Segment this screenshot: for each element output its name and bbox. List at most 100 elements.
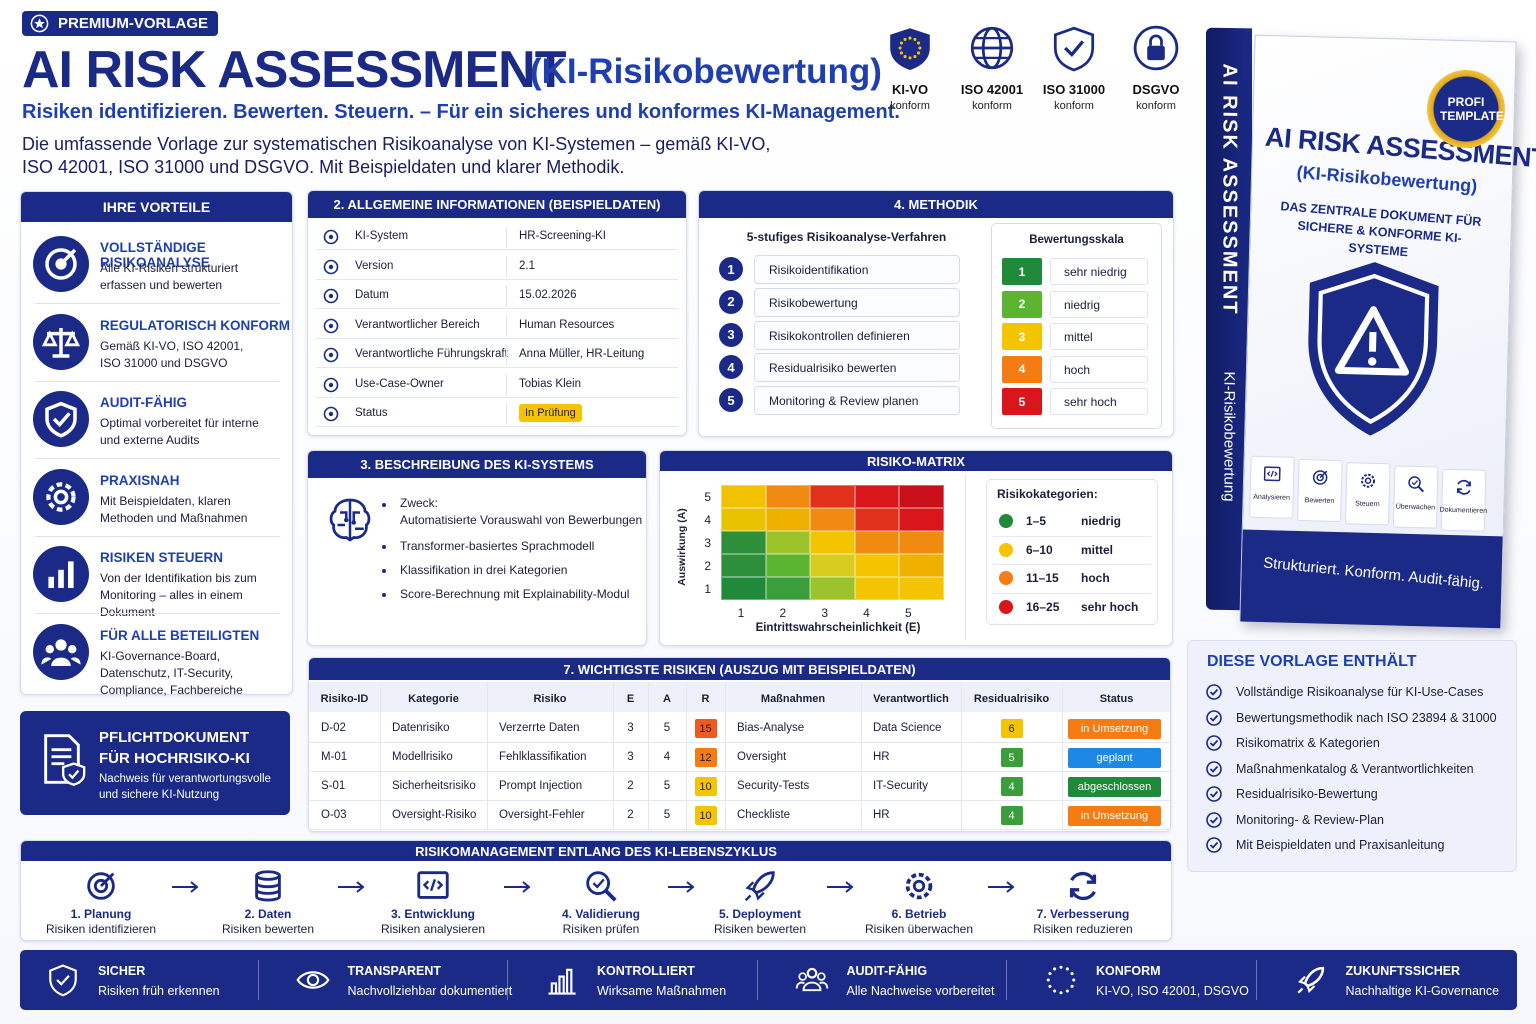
icon [33, 313, 89, 370]
lifecycle-title: 7. Verbesserung [1036, 907, 1130, 921]
matrix-cell [854, 508, 899, 531]
lifecycle-title: 1. Planung [70, 907, 132, 921]
icon-part [1312, 470, 1328, 485]
title: AI RISK ASSESSMENT [22, 41, 566, 99]
icon-part [33, 391, 89, 447]
footer-icon [49, 964, 77, 997]
icon-part [751, 871, 775, 895]
icon-part [797, 972, 807, 981]
icon [323, 229, 339, 245]
footer-title: SICHER [98, 964, 146, 978]
icon-part [59, 248, 77, 266]
icon-part [1316, 473, 1324, 482]
table-cell: O-03 [321, 809, 347, 821]
book-icon-label: Analysieren [1253, 493, 1290, 502]
row [316, 224, 678, 250]
category-label: hoch [1081, 571, 1110, 585]
table-cell: 5 [663, 809, 671, 821]
icon-part [1059, 965, 1063, 969]
category-dot [999, 542, 1013, 557]
x-tick-label: 2 [779, 606, 787, 620]
icon-part [306, 973, 319, 987]
table-cell: Oversight [737, 751, 787, 763]
icon-part [1209, 841, 1219, 849]
advantage-title: PRAXISNAH [100, 472, 180, 488]
table-cell: HR [873, 751, 890, 763]
footer-title: KONTROLLIERT [597, 964, 695, 978]
scale-label: sehr hoch [1064, 395, 1117, 409]
mandatory-title: PFLICHTDOKUMENT FÜR HOCHRISIKO-KI [99, 729, 250, 767]
step-box [754, 255, 960, 284]
table-cell: Fehlklassifikation [499, 751, 587, 763]
column-divider [613, 682, 614, 832]
arrow [504, 881, 531, 893]
advantage-text: KI-Governance-Board, Datenschutz, IT-Sec… [100, 648, 243, 697]
table-cell: Verzerrte Daten [499, 722, 580, 734]
score-badge: 4 [1000, 777, 1023, 796]
book-slogan: Strukturiert. Konform. Audit-fähig. [1262, 554, 1485, 593]
step-number: 2 [719, 289, 743, 314]
scale-label: niedrig [1064, 297, 1101, 312]
icon-part [56, 975, 70, 986]
icon-part [171, 881, 199, 893]
y-tick-label: 3 [704, 536, 711, 550]
footer-text: Wirksame Maßnahmen [597, 984, 727, 998]
icon-part [323, 347, 339, 363]
x-tick-label: 5 [904, 606, 912, 620]
icon-part [908, 36, 912, 40]
info-label: Version [355, 259, 394, 272]
icon-part [1209, 816, 1219, 824]
icon-part [1209, 790, 1219, 798]
step-number: 5 [719, 388, 743, 413]
icon-part [1334, 306, 1410, 376]
lifecycle-text: Risiken identifizieren [45, 922, 157, 936]
lifecycle-panel: RISIKOMANAGEMENT ENTLANG DES KI-LEBENSZY… [20, 840, 1172, 941]
divider [506, 373, 507, 396]
check-icon [1206, 684, 1222, 700]
arrow [826, 881, 854, 893]
icon-part [295, 971, 330, 989]
score-badge: 4 [1000, 806, 1023, 825]
table-cell: M-01 [321, 751, 348, 763]
table-cell: 2 [627, 780, 634, 792]
icon-part [49, 964, 77, 997]
book-icon-label: Dokumentieren [1439, 506, 1488, 515]
icon-part [422, 878, 444, 892]
icon-part [826, 881, 854, 893]
icon-part [99, 872, 115, 888]
score-badge: 10 [694, 806, 717, 825]
icon-part [1266, 470, 1278, 477]
category-label: niedrig [1081, 514, 1122, 528]
book-icon-label: Steuern [1355, 500, 1380, 509]
divider [993, 564, 1151, 565]
info-label: Use-Case-Owner [355, 377, 444, 390]
row-divider [309, 742, 1170, 743]
table-cell: Oversight-Risiko [392, 809, 477, 821]
matrix-cell [899, 485, 944, 508]
contents-item: Monitoring- & Review-Plan [1236, 812, 1384, 827]
column-header: E [626, 693, 635, 705]
info-label: Verantwortlicher Bereich [355, 318, 480, 331]
table-cell: 4 [663, 751, 671, 763]
icon-part [917, 51, 921, 55]
icon-part [68, 561, 74, 588]
divider [506, 285, 507, 307]
footer-title: ZUKUNFTSSICHER [1345, 964, 1461, 978]
matrix-cell [810, 554, 855, 577]
lifecycle-text: Risiken analysieren [380, 922, 486, 936]
step-label: Risikobewertung [769, 295, 858, 310]
matrix-cell [765, 531, 810, 554]
icon-part [903, 55, 907, 59]
compliance-icon [970, 26, 1014, 70]
icon-part [328, 234, 334, 240]
scale-label-box [1050, 258, 1148, 285]
table-cell: Datenrisiko [392, 722, 450, 734]
table-cell: D-02 [321, 722, 346, 734]
step-label: Residualrisiko bewerten [769, 361, 897, 376]
icon-part [975, 37, 1009, 59]
footer-title: TRANSPARENT [347, 964, 442, 978]
table-cell: 5 [663, 722, 671, 734]
table-cell: 5 [663, 780, 671, 792]
advantage-text: Optimal vorbereitet für interne und exte… [100, 416, 259, 447]
book-shield [1308, 262, 1439, 436]
